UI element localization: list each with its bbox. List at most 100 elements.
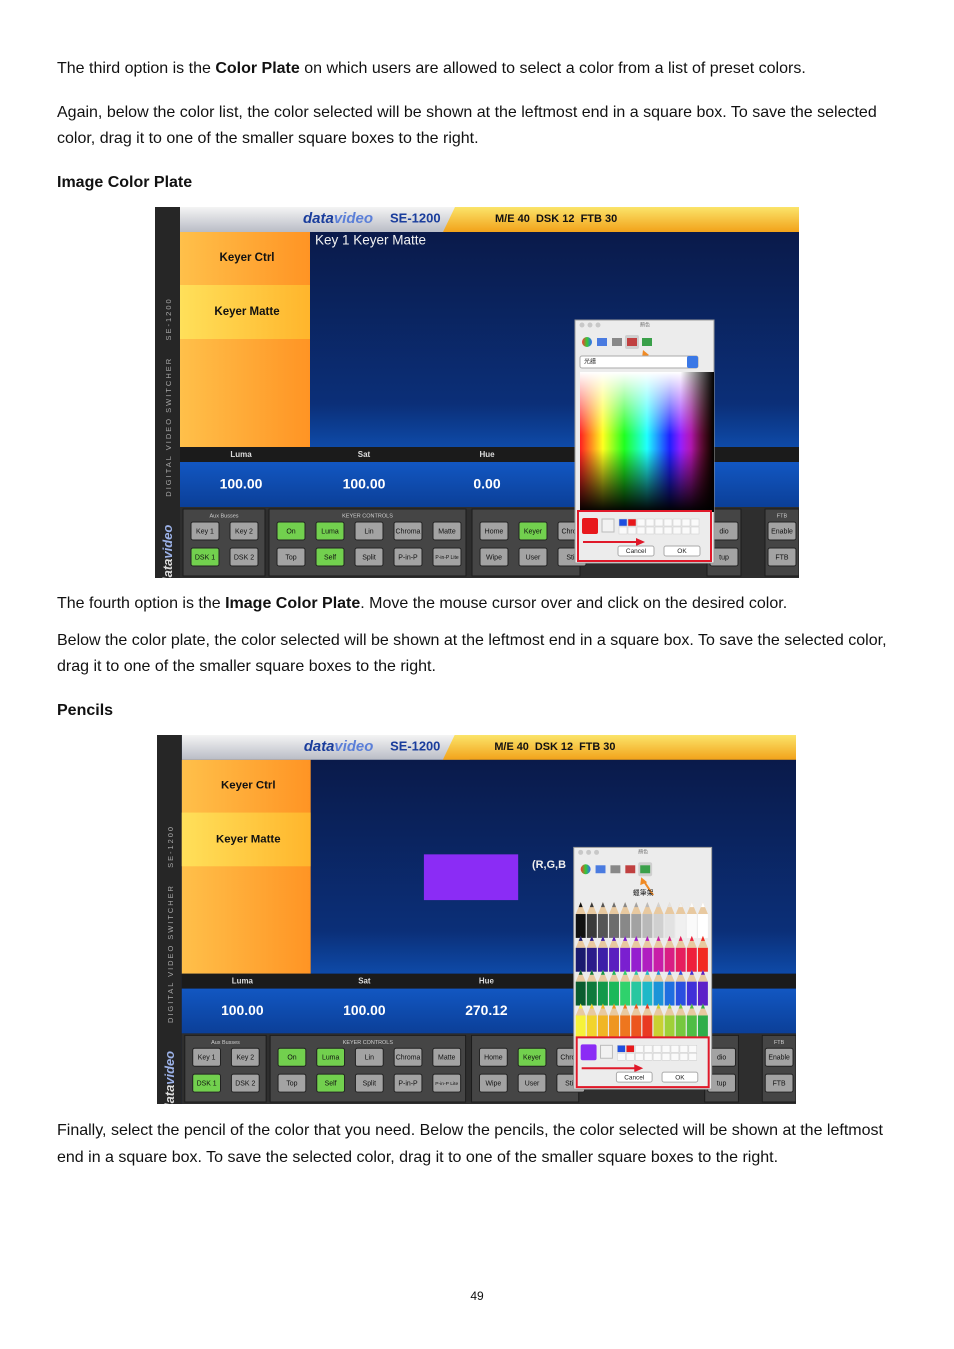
pencil-body <box>575 947 586 972</box>
pencil-tip <box>631 969 642 982</box>
button-label: Luma <box>321 528 339 535</box>
pencil-tip <box>575 902 586 915</box>
window-dot <box>579 322 585 328</box>
pencil-lead <box>656 1003 661 1009</box>
swatch-cell <box>654 526 664 535</box>
pencil-lead <box>600 902 605 908</box>
pencil-body <box>609 1015 619 1040</box>
side-strip <box>155 207 180 578</box>
pencil-lead <box>678 902 683 908</box>
pencil-tip <box>642 969 653 982</box>
pencil-lead <box>689 969 694 975</box>
swatch-cell <box>643 1053 653 1061</box>
pencil-tip <box>686 1003 697 1016</box>
switcher-button <box>190 547 220 567</box>
spectrum-dark <box>580 372 714 512</box>
swatch-cell <box>645 518 655 527</box>
pencil-lead <box>578 902 583 908</box>
dialog-button-label: OK <box>677 548 687 555</box>
brand-part: video <box>160 525 175 559</box>
pencil-lead <box>656 935 661 941</box>
button-label: Lin <box>364 528 373 535</box>
pencil-tip <box>609 1003 619 1016</box>
pencil-lead <box>656 969 661 975</box>
pencil-tip <box>653 902 664 915</box>
switcher-button <box>276 547 306 567</box>
switcher-button <box>393 547 423 567</box>
pencil-tip <box>675 969 686 982</box>
pencil-lead <box>612 969 617 975</box>
button-label: Matte <box>438 528 456 535</box>
switcher-button <box>354 521 384 541</box>
swatch-cell <box>661 1053 671 1061</box>
button-label: Split <box>362 554 376 561</box>
pencil-body <box>642 914 653 938</box>
group-label: Aux Busses <box>211 1040 240 1046</box>
pencil-tip <box>642 902 653 915</box>
group-label: Aux Busses <box>209 513 238 519</box>
switcher-button <box>190 521 220 541</box>
brand-part: video <box>162 1051 177 1085</box>
eyedropper <box>601 518 615 533</box>
switcher-button <box>393 1073 423 1093</box>
switcher-button <box>230 1073 260 1093</box>
pencil-body <box>653 914 664 938</box>
switcher-button <box>393 1047 423 1067</box>
button-label: Key 2 <box>236 1055 254 1062</box>
pencil-tip <box>575 1003 586 1016</box>
pencil-tip <box>642 935 653 948</box>
pencil-body <box>609 947 619 972</box>
window-dot <box>587 322 593 328</box>
button-label: P-in-P <box>398 1080 418 1087</box>
pencil-body <box>686 981 697 1006</box>
button-label: Wipe <box>485 1080 501 1087</box>
pencil-body <box>664 981 675 1006</box>
switcher-button <box>192 1047 221 1067</box>
status-text: M/E 40 DSK 12 FTB 30 <box>494 741 615 753</box>
button-label: P-in-P Lite <box>435 1081 458 1087</box>
switcher-button <box>432 1047 462 1067</box>
pencil-lead <box>634 969 639 975</box>
slider-value: 100.00 <box>221 1002 264 1018</box>
button-label: Chroma <box>396 1055 421 1062</box>
brand-part: data <box>162 1085 177 1104</box>
status-bar <box>443 207 799 232</box>
swatch-cell <box>670 1053 680 1061</box>
slider-label: Luma <box>232 977 254 986</box>
tab-icon <box>612 338 622 346</box>
pencil-body <box>664 947 675 972</box>
model-name: SE-1200 <box>390 210 441 225</box>
window-dot <box>578 849 584 855</box>
swatch-cell <box>618 518 628 527</box>
pencil-tip <box>609 969 619 982</box>
pencil-tip <box>575 935 586 948</box>
pencil-body <box>609 981 619 1006</box>
dialog-button-label: Cancel <box>626 548 647 555</box>
switcher-button <box>277 1047 307 1067</box>
swatch-cell <box>618 526 628 535</box>
switcher-button <box>764 1073 794 1093</box>
pencil-body <box>631 1015 642 1040</box>
tab-icon <box>625 865 636 874</box>
pencil-tip <box>664 1003 675 1016</box>
switcher-button <box>230 1047 260 1067</box>
text: The fourth option is the <box>57 595 226 612</box>
pencil-body <box>586 947 597 972</box>
button-label: Chrom <box>561 528 582 535</box>
button-label: On <box>286 528 295 535</box>
text: on which users are allowed to select a c… <box>299 60 806 77</box>
menu-item: Keyer Matte <box>216 833 281 845</box>
pencil-body <box>597 1015 608 1040</box>
swatch-cell <box>636 518 646 527</box>
swatch-cell <box>617 1045 626 1053</box>
pencil-lead <box>600 969 605 975</box>
swatch-cell <box>617 1053 626 1061</box>
pencil-body <box>686 914 697 938</box>
button-label: Keyer <box>524 528 543 535</box>
pencil-tip <box>597 935 608 948</box>
button-label: Matte <box>438 1055 455 1062</box>
switcher-button <box>354 547 384 567</box>
pencil-lead <box>645 1003 650 1009</box>
text: . Move the mouse cursor over and click o… <box>360 595 788 612</box>
pencil-body <box>620 914 631 938</box>
